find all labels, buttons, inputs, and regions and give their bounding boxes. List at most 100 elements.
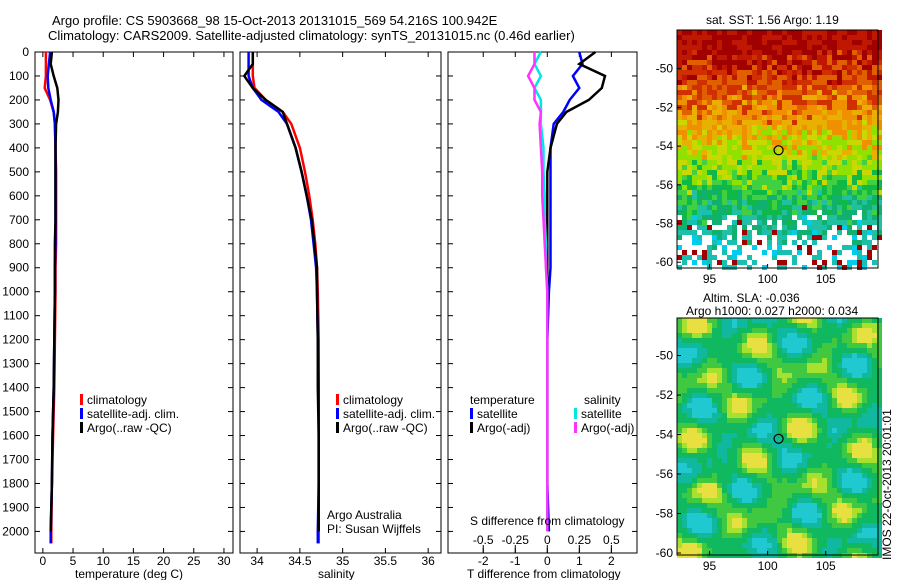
map-cell	[702, 543, 707, 548]
map-cell	[682, 528, 687, 533]
map-cell	[727, 30, 732, 35]
map-cell	[857, 235, 862, 240]
map-cell	[877, 110, 882, 115]
map-cell	[792, 190, 797, 195]
map-cell	[837, 358, 842, 363]
map-cell	[787, 493, 792, 498]
map-cell	[707, 145, 712, 150]
map-cell	[707, 373, 712, 378]
map-cell	[847, 503, 852, 508]
map-cell	[762, 328, 767, 333]
map-cell	[857, 343, 862, 348]
map-cell	[762, 493, 767, 498]
map-cell	[777, 488, 782, 493]
map-cell	[752, 338, 757, 343]
map-cell	[777, 150, 782, 155]
map-cell	[797, 363, 802, 368]
map-cell	[857, 413, 862, 418]
map-cell	[777, 260, 782, 265]
map-cell	[797, 373, 802, 378]
map-cell	[782, 245, 787, 250]
map-cell	[727, 418, 732, 423]
map-cell	[867, 323, 872, 328]
map-cell	[777, 160, 782, 165]
map-cell	[737, 100, 742, 105]
map-cell	[682, 85, 687, 90]
map-cell	[737, 548, 742, 553]
map-cell	[767, 513, 772, 518]
map-cell	[687, 353, 692, 358]
map-cell	[822, 503, 827, 508]
map-cell	[827, 488, 832, 493]
map-cell	[682, 538, 687, 543]
map-cell	[787, 195, 792, 200]
map-cell	[732, 155, 737, 160]
y-tick-label: 1900	[2, 500, 29, 514]
map-cell	[772, 478, 777, 483]
map-cell	[752, 348, 757, 353]
map-cell	[772, 508, 777, 513]
map-cell	[842, 110, 847, 115]
map-cell	[792, 478, 797, 483]
map-cell	[802, 140, 807, 145]
temperature-legend: climatology satellite-adj. clim. Argo(..…	[80, 393, 179, 435]
map-cell	[867, 448, 872, 453]
map-cell	[787, 368, 792, 373]
map-cell	[752, 110, 757, 115]
map-cell	[742, 363, 747, 368]
map-cell	[707, 508, 712, 513]
map-cell	[712, 443, 717, 448]
map-cell	[757, 533, 762, 538]
map-cell	[797, 260, 802, 265]
map-cell	[717, 30, 722, 35]
map-cell	[692, 35, 697, 40]
map-cell	[732, 200, 737, 205]
map-cell	[797, 170, 802, 175]
map-cell	[867, 543, 872, 548]
map-cell	[727, 205, 732, 210]
map-cell	[847, 210, 852, 215]
map-cell	[737, 528, 742, 533]
map-cell	[847, 528, 852, 533]
map-cell	[682, 140, 687, 145]
map-cell	[787, 468, 792, 473]
map-cell	[862, 195, 867, 200]
map-cell	[857, 220, 862, 225]
map-cell	[692, 40, 697, 45]
map-cell	[737, 210, 742, 215]
map-cell	[727, 85, 732, 90]
map-cell	[722, 165, 727, 170]
map-cell	[722, 538, 727, 543]
map-cell	[767, 373, 772, 378]
map-cell	[707, 45, 712, 50]
map-cell	[697, 130, 702, 135]
map-cell	[792, 458, 797, 463]
map-cell	[767, 468, 772, 473]
map-cell	[697, 533, 702, 538]
map-cell	[777, 190, 782, 195]
map-cell	[697, 255, 702, 260]
map-cell	[767, 508, 772, 513]
map-cell	[812, 463, 817, 468]
map-cell	[757, 488, 762, 493]
map-cell	[752, 85, 757, 90]
map-cell	[837, 383, 842, 388]
map-cell	[862, 388, 867, 393]
map-cell	[747, 488, 752, 493]
map-cell	[832, 388, 837, 393]
map-cell	[712, 250, 717, 255]
map-cell	[777, 230, 782, 235]
map-cell	[832, 85, 837, 90]
map-cell	[832, 368, 837, 373]
map-cell	[862, 433, 867, 438]
map-cell	[742, 85, 747, 90]
map-cell	[782, 513, 787, 518]
map-cell	[772, 358, 777, 363]
s-tick-label: -0.25	[502, 533, 530, 547]
map-cell	[762, 513, 767, 518]
map-cell	[782, 523, 787, 528]
map-cell	[857, 383, 862, 388]
map-cell	[682, 70, 687, 75]
map-cell	[737, 45, 742, 50]
map-cell	[832, 483, 837, 488]
